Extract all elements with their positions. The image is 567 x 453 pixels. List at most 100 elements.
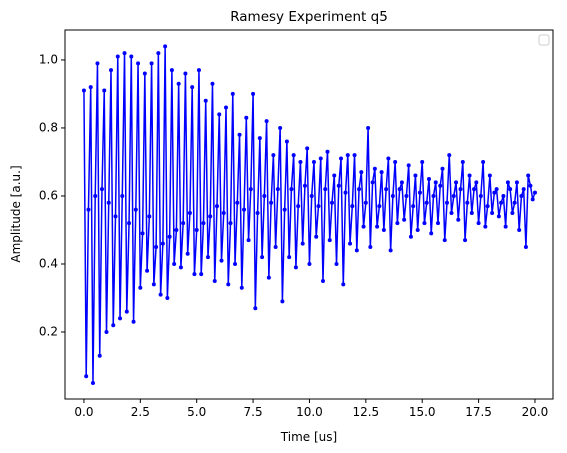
data-point [311,159,316,164]
data-point [104,330,109,335]
data-point [289,187,294,192]
data-point [494,187,499,192]
data-point [239,285,244,290]
data-point [280,299,285,304]
data-point [377,204,382,209]
data-point [426,176,431,181]
data-point [530,197,535,202]
data-point [271,153,276,158]
data-point [224,105,229,110]
data-point [302,183,307,188]
data-point [253,306,258,311]
data-point [370,180,375,185]
data-point [181,221,186,226]
data-point [417,190,422,195]
data-point [192,272,197,277]
data-point [122,51,127,56]
data-point [485,204,490,209]
data-point [235,200,240,205]
data-point [196,68,201,73]
data-point [424,200,429,205]
data-point [115,54,120,59]
data-point [226,282,231,287]
data-point [273,244,278,249]
data-point [478,193,483,198]
data-point [165,295,170,300]
data-point [451,193,456,198]
data-point [501,193,506,198]
data-point [381,227,386,232]
data-point [269,200,274,205]
data-point [433,180,438,185]
data-point [309,193,314,198]
data-point [217,112,222,117]
data-point [375,224,380,229]
data-point [262,193,267,198]
data-point [127,221,132,226]
data-point [332,173,337,178]
x-tick-label: 7.5 [244,405,263,419]
data-point [523,244,528,249]
data-point [490,210,495,215]
data-point [429,231,434,236]
data-point [244,115,249,120]
data-point [81,88,86,93]
x-tick-label: 17.5 [465,405,492,419]
data-point [199,272,204,277]
data-point [172,261,177,266]
data-point [178,265,183,270]
data-point [483,224,488,229]
data-point [330,200,335,205]
data-point [408,234,413,239]
data-point [469,210,474,215]
data-point [454,180,459,185]
data-point [316,204,321,209]
data-point [237,132,242,137]
data-point [438,183,443,188]
data-point [481,159,486,164]
data-point [415,227,420,232]
data-point [140,231,145,236]
x-tick-label: 5.0 [187,405,206,419]
data-point [296,204,301,209]
data-point [386,156,391,161]
data-point [210,81,215,86]
y-tick-label: 0.2 [39,325,58,339]
data-point [167,234,172,239]
data-point [131,319,136,324]
y-tick-label: 0.8 [39,120,58,134]
data-point [402,217,407,222]
data-point [334,261,339,266]
data-point [187,210,192,215]
data-point [514,180,519,185]
data-point [194,227,199,232]
data-point [339,156,344,161]
data-point [278,125,283,130]
data-point [422,221,427,226]
data-point [357,187,362,192]
data-point [413,173,418,178]
x-tick-label: 20.0 [522,405,549,419]
data-point [255,210,260,215]
data-point [305,146,310,151]
data-point [221,210,226,215]
data-point [472,187,477,192]
data-point [248,187,253,192]
data-point [449,210,454,215]
data-point [113,214,118,219]
data-point [499,200,504,205]
data-point [447,153,452,158]
data-point [93,193,98,198]
data-point [156,51,161,56]
data-point [388,248,393,253]
data-point [435,221,440,226]
data-point [203,98,208,103]
data-point [487,173,492,178]
data-point [246,238,251,243]
x-tick-label: 0.0 [74,405,93,419]
data-point [411,204,416,209]
data-point [124,309,129,314]
data-point [205,255,210,260]
data-point [142,71,147,76]
